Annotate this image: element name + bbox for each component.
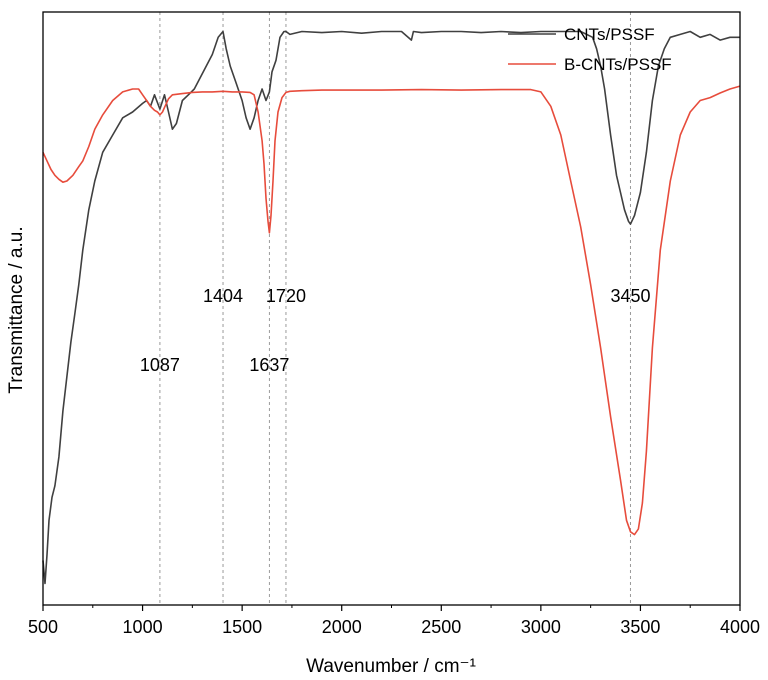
legend-label-1: B-CNTs/PSSF xyxy=(564,55,672,74)
peak-label-3450: 3450 xyxy=(610,286,650,306)
x-tick-label-1000: 1000 xyxy=(123,617,163,637)
legend-label-0: CNTs/PSSF xyxy=(564,25,655,44)
peak-label-1637: 1637 xyxy=(249,355,289,375)
x-tick-label-3500: 3500 xyxy=(620,617,660,637)
x-axis: 500 1000 1500 2000 2500 3000 3500 4000 xyxy=(28,605,760,637)
x-tick-label-500: 500 xyxy=(28,617,58,637)
series-line-cnts-pssf xyxy=(42,30,740,585)
reference-lines xyxy=(159,12,631,605)
x-tick-label-4000: 4000 xyxy=(720,617,760,637)
peak-label-1087: 1087 xyxy=(140,355,180,375)
peak-label-1720: 1720 xyxy=(266,286,306,306)
x-tick-label-2500: 2500 xyxy=(421,617,461,637)
x-tick-label-2000: 2000 xyxy=(322,617,362,637)
series-line-b-cnts-pssf xyxy=(42,85,741,536)
x-tick-label-3000: 3000 xyxy=(521,617,561,637)
plot-series xyxy=(42,30,741,585)
annotations: 1087 1404 1637 1720 3450 xyxy=(140,286,651,375)
x-tick-label-1500: 1500 xyxy=(222,617,262,637)
legend: CNTs/PSSF B-CNTs/PSSF xyxy=(508,25,672,74)
peak-label-1404: 1404 xyxy=(203,286,243,306)
x-axis-title: Wavenumber / cm⁻¹ xyxy=(306,656,476,677)
y-axis-title: Transmittance / a.u. xyxy=(6,226,27,393)
